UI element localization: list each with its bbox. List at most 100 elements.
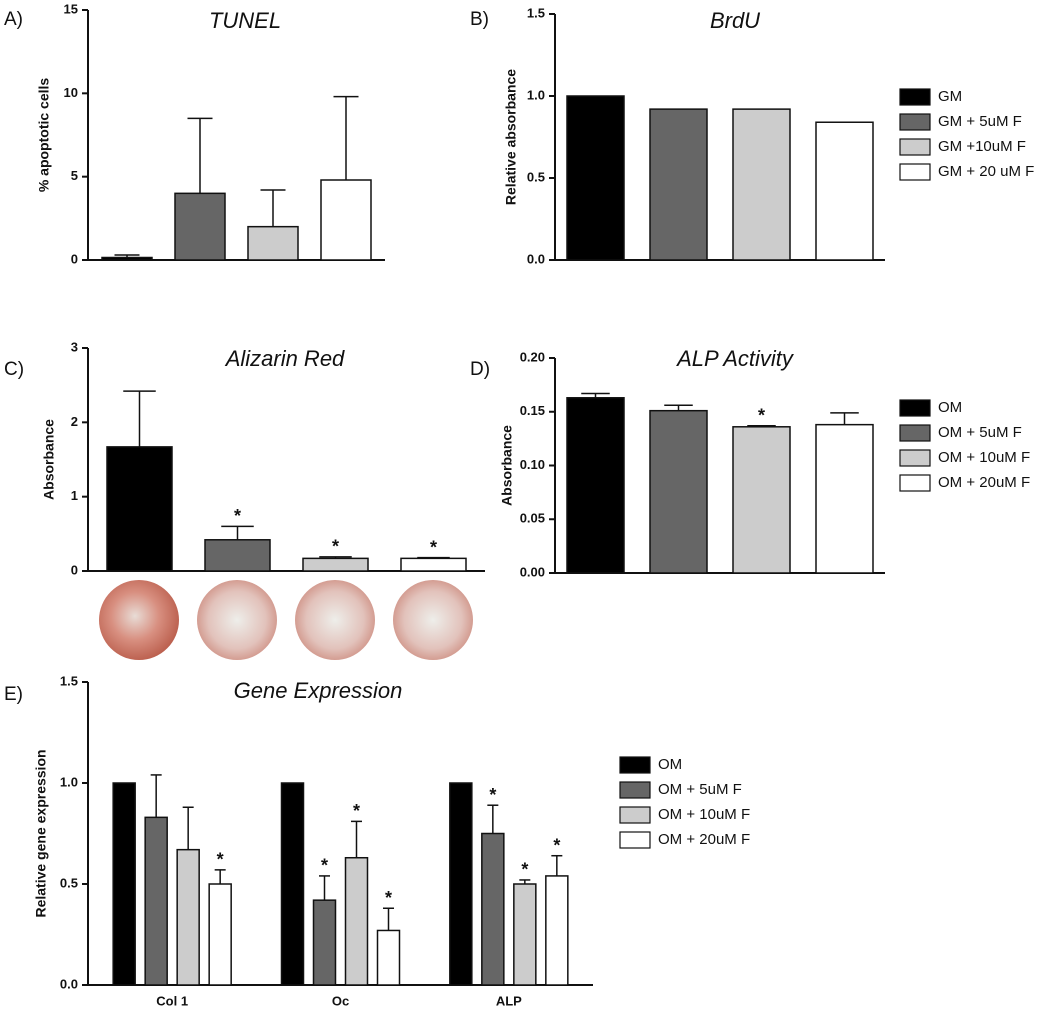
y-tick-label: 0.20 xyxy=(520,349,545,364)
legend-swatch xyxy=(899,138,931,156)
x-tick-label: Col 1 xyxy=(156,993,188,1008)
bar xyxy=(732,426,791,574)
bar xyxy=(208,883,232,986)
legend-swatch xyxy=(899,449,931,467)
bar xyxy=(176,848,200,986)
legend-swatch xyxy=(619,781,651,799)
y-tick-label: 0.10 xyxy=(520,457,545,472)
y-tick-label: 0 xyxy=(71,562,78,577)
culture-dish xyxy=(99,580,179,660)
panel-label: B) xyxy=(470,9,489,30)
legend-swatch xyxy=(899,399,931,417)
culture-images xyxy=(99,580,473,660)
chart-title: ALP Activity xyxy=(675,346,795,371)
legend-swatch xyxy=(899,163,931,181)
legend-label: GM +10uM F xyxy=(938,138,1026,155)
y-tick-label: 0.0 xyxy=(527,251,545,266)
bar xyxy=(312,899,337,986)
legend-swatch xyxy=(899,113,931,131)
chart-title: BrdU xyxy=(710,8,760,33)
y-axis-label: Absorbance xyxy=(41,419,57,500)
bar xyxy=(280,782,305,986)
y-tick-label: 0 xyxy=(71,251,78,266)
bar xyxy=(815,423,874,574)
bar xyxy=(513,883,537,986)
bar xyxy=(449,782,473,986)
y-tick-label: 10 xyxy=(64,85,78,100)
bar xyxy=(376,929,401,986)
bar xyxy=(344,856,369,986)
y-tick-label: 0.05 xyxy=(520,511,545,526)
significance-mark: * xyxy=(553,835,560,855)
y-tick-label: 1.0 xyxy=(527,87,545,102)
panel-label: D) xyxy=(470,359,490,380)
y-tick-label: 5 xyxy=(71,168,78,183)
bar xyxy=(815,121,874,261)
y-tick-label: 0.5 xyxy=(60,875,78,890)
y-axis-label: Relative gene expression xyxy=(33,749,49,917)
bar xyxy=(400,557,467,572)
y-axis-label: % apoptotic cells xyxy=(36,78,52,193)
bar xyxy=(481,832,505,986)
significance-mark: * xyxy=(521,860,528,880)
legend-swatch xyxy=(899,474,931,492)
legend-label: GM + 20 uM F xyxy=(938,163,1034,180)
legend-label: OM + 20uM F xyxy=(938,474,1030,491)
y-tick-label: 0.15 xyxy=(520,403,545,418)
y-tick-label: 2 xyxy=(71,414,78,429)
y-tick-label: 1.0 xyxy=(60,774,78,789)
legend-swatch xyxy=(619,756,651,774)
y-axis-label: Absorbance xyxy=(499,425,515,506)
legend-label: OM + 10uM F xyxy=(658,806,750,823)
y-tick-label: 0.0 xyxy=(60,976,78,991)
legend-swatch xyxy=(899,424,931,442)
bar xyxy=(144,816,168,986)
panel-label: A) xyxy=(4,9,23,30)
bar xyxy=(112,782,136,986)
y-axis-label: Relative absorbance xyxy=(503,69,519,205)
legend-label: OM xyxy=(658,756,682,773)
y-tick-label: 1 xyxy=(71,488,78,503)
bar xyxy=(320,179,372,261)
chart-title: Alizarin Red xyxy=(224,346,345,371)
significance-mark: * xyxy=(489,785,496,805)
bar xyxy=(732,108,791,261)
y-tick-label: 0.5 xyxy=(527,169,545,184)
significance-mark: * xyxy=(321,856,328,876)
bar xyxy=(545,875,569,986)
chart-title: Gene Expression xyxy=(234,678,403,703)
significance-mark: * xyxy=(430,537,437,557)
significance-mark: * xyxy=(217,850,224,870)
x-tick-label: Oc xyxy=(332,993,349,1008)
y-tick-label: 1.5 xyxy=(527,5,545,20)
culture-dish xyxy=(393,580,473,660)
chart-title: TUNEL xyxy=(209,8,281,33)
bar xyxy=(566,397,625,574)
bar xyxy=(302,557,369,572)
panel-label: C) xyxy=(4,359,24,380)
legend-label: GM + 5uM F xyxy=(938,113,1022,130)
bar xyxy=(649,108,708,261)
legend-swatch xyxy=(619,806,651,824)
culture-dish xyxy=(197,580,277,660)
panel-label: E) xyxy=(4,684,23,705)
legend-swatch xyxy=(899,88,931,106)
significance-mark: * xyxy=(758,405,765,425)
bar xyxy=(247,225,299,261)
legend-label: OM + 5uM F xyxy=(658,781,742,798)
x-tick-label: ALP xyxy=(496,993,522,1008)
y-tick-label: 3 xyxy=(71,339,78,354)
significance-mark: * xyxy=(385,888,392,908)
legend-label: GM xyxy=(938,88,962,105)
significance-mark: * xyxy=(332,537,339,557)
bar xyxy=(174,192,226,261)
legend-label: OM + 20uM F xyxy=(658,831,750,848)
y-tick-label: 15 xyxy=(64,1,78,16)
y-tick-label: 1.5 xyxy=(60,673,78,688)
significance-mark: * xyxy=(234,506,241,526)
culture-dish xyxy=(295,580,375,660)
bar xyxy=(101,256,153,261)
bar xyxy=(106,446,173,572)
bar xyxy=(566,95,625,261)
